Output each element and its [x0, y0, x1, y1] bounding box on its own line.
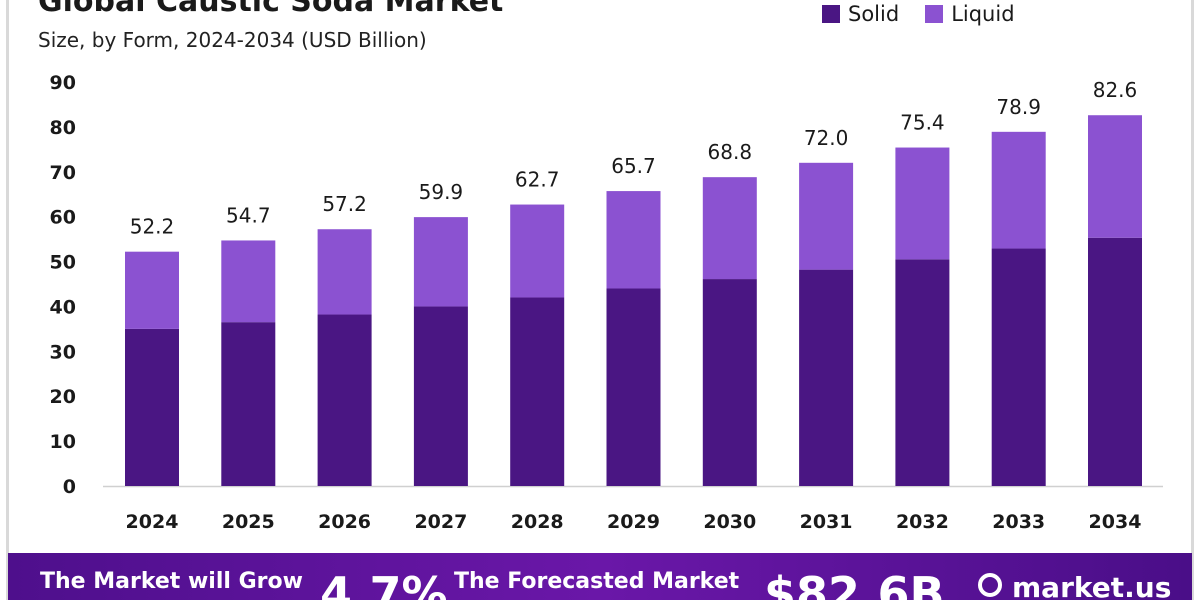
bar-liquid-2032	[895, 147, 950, 260]
bar-solid-2034	[1088, 237, 1142, 486]
y-tick-label: 50	[50, 252, 76, 274]
bar-liquid-2033	[991, 131, 1046, 249]
y-tick-label: 90	[50, 72, 76, 94]
bar-liquid-2024	[125, 251, 179, 329]
brand-logo-text: market.us	[1012, 571, 1172, 600]
chart-subtitle: Size, by Form, 2024-2034 (USD Billion)	[38, 28, 427, 52]
y-tick-label: 60	[50, 207, 76, 229]
bar-total-label: 54.7	[226, 203, 271, 227]
x-tick-label: 2027	[414, 511, 467, 533]
x-tick-label: 2028	[511, 511, 564, 533]
bar-liquid-2025	[221, 240, 276, 323]
bar-solid-2031	[799, 269, 854, 486]
bar-total-label: 62.7	[515, 168, 560, 192]
chart-legend: Solid Liquid	[822, 2, 1041, 26]
bar-chart: 010203040506070809052.2202454.7202557.22…	[50, 72, 1163, 533]
bar-total-label: 82.6	[1093, 78, 1138, 102]
bar-total-label: 57.2	[322, 192, 367, 216]
bar-total-label: 59.9	[419, 180, 464, 204]
bar-solid-2025	[221, 322, 276, 486]
x-tick-label: 2029	[607, 511, 660, 533]
bar-total-label: 75.4	[900, 111, 945, 135]
x-tick-label: 2034	[1089, 511, 1142, 533]
bar-solid-2027	[413, 306, 468, 486]
x-tick-label: 2033	[992, 511, 1045, 533]
bar-total-label: 78.9	[996, 95, 1041, 119]
bar-solid-2033	[991, 248, 1046, 486]
bar-liquid-2029	[606, 191, 661, 289]
promo-banner: The Market will Grow 4.7% The Forecasted…	[8, 553, 1192, 600]
bar-liquid-2028	[510, 204, 565, 298]
bar-liquid-2026	[317, 229, 372, 315]
legend-item-liquid: Liquid	[925, 2, 1015, 26]
chart-frame	[6, 0, 1194, 600]
bar-total-label: 65.7	[611, 154, 656, 178]
x-tick-label: 2031	[800, 511, 853, 533]
banner-forecast-text: The Forecasted Market	[454, 569, 740, 594]
bar-solid-2028	[510, 297, 565, 486]
logo-icon	[978, 573, 1002, 597]
bar-liquid-2034	[1088, 115, 1142, 238]
legend-label-liquid: Liquid	[951, 2, 1015, 26]
y-tick-label: 80	[50, 117, 76, 139]
y-tick-label: 40	[50, 296, 76, 318]
y-tick-label: 70	[50, 162, 76, 184]
bar-total-label: 68.8	[708, 140, 753, 164]
y-tick-label: 30	[50, 341, 76, 363]
x-tick-label: 2025	[222, 511, 275, 533]
legend-swatch-solid	[822, 5, 840, 23]
banner-cagr-value: 4.7%	[320, 567, 448, 600]
x-tick-label: 2030	[703, 511, 756, 533]
chart-title: Global Caustic Soda Market	[38, 0, 504, 19]
legend-item-solid: Solid	[822, 2, 899, 26]
banner-market-value: $82.6B	[764, 567, 945, 600]
legend-label-solid: Solid	[848, 2, 900, 26]
bar-solid-2026	[317, 314, 372, 486]
bar-total-label: 72.0	[804, 126, 849, 150]
banner-grow-text: The Market will Grow	[40, 569, 303, 594]
bar-solid-2032	[895, 259, 950, 486]
x-tick-label: 2024	[126, 511, 179, 533]
bar-solid-2030	[702, 279, 757, 486]
x-tick-label: 2032	[896, 511, 949, 533]
bar-solid-2029	[606, 288, 661, 486]
y-tick-label: 0	[63, 476, 76, 498]
y-tick-label: 10	[50, 431, 76, 453]
y-tick-label: 20	[50, 386, 76, 408]
bar-liquid-2027	[413, 217, 468, 307]
bar-liquid-2031	[799, 162, 854, 270]
bar-total-label: 52.2	[130, 215, 175, 239]
bar-solid-2024	[125, 328, 179, 486]
x-tick-label: 2026	[318, 511, 371, 533]
bar-liquid-2030	[702, 177, 757, 280]
legend-swatch-liquid	[925, 5, 944, 23]
